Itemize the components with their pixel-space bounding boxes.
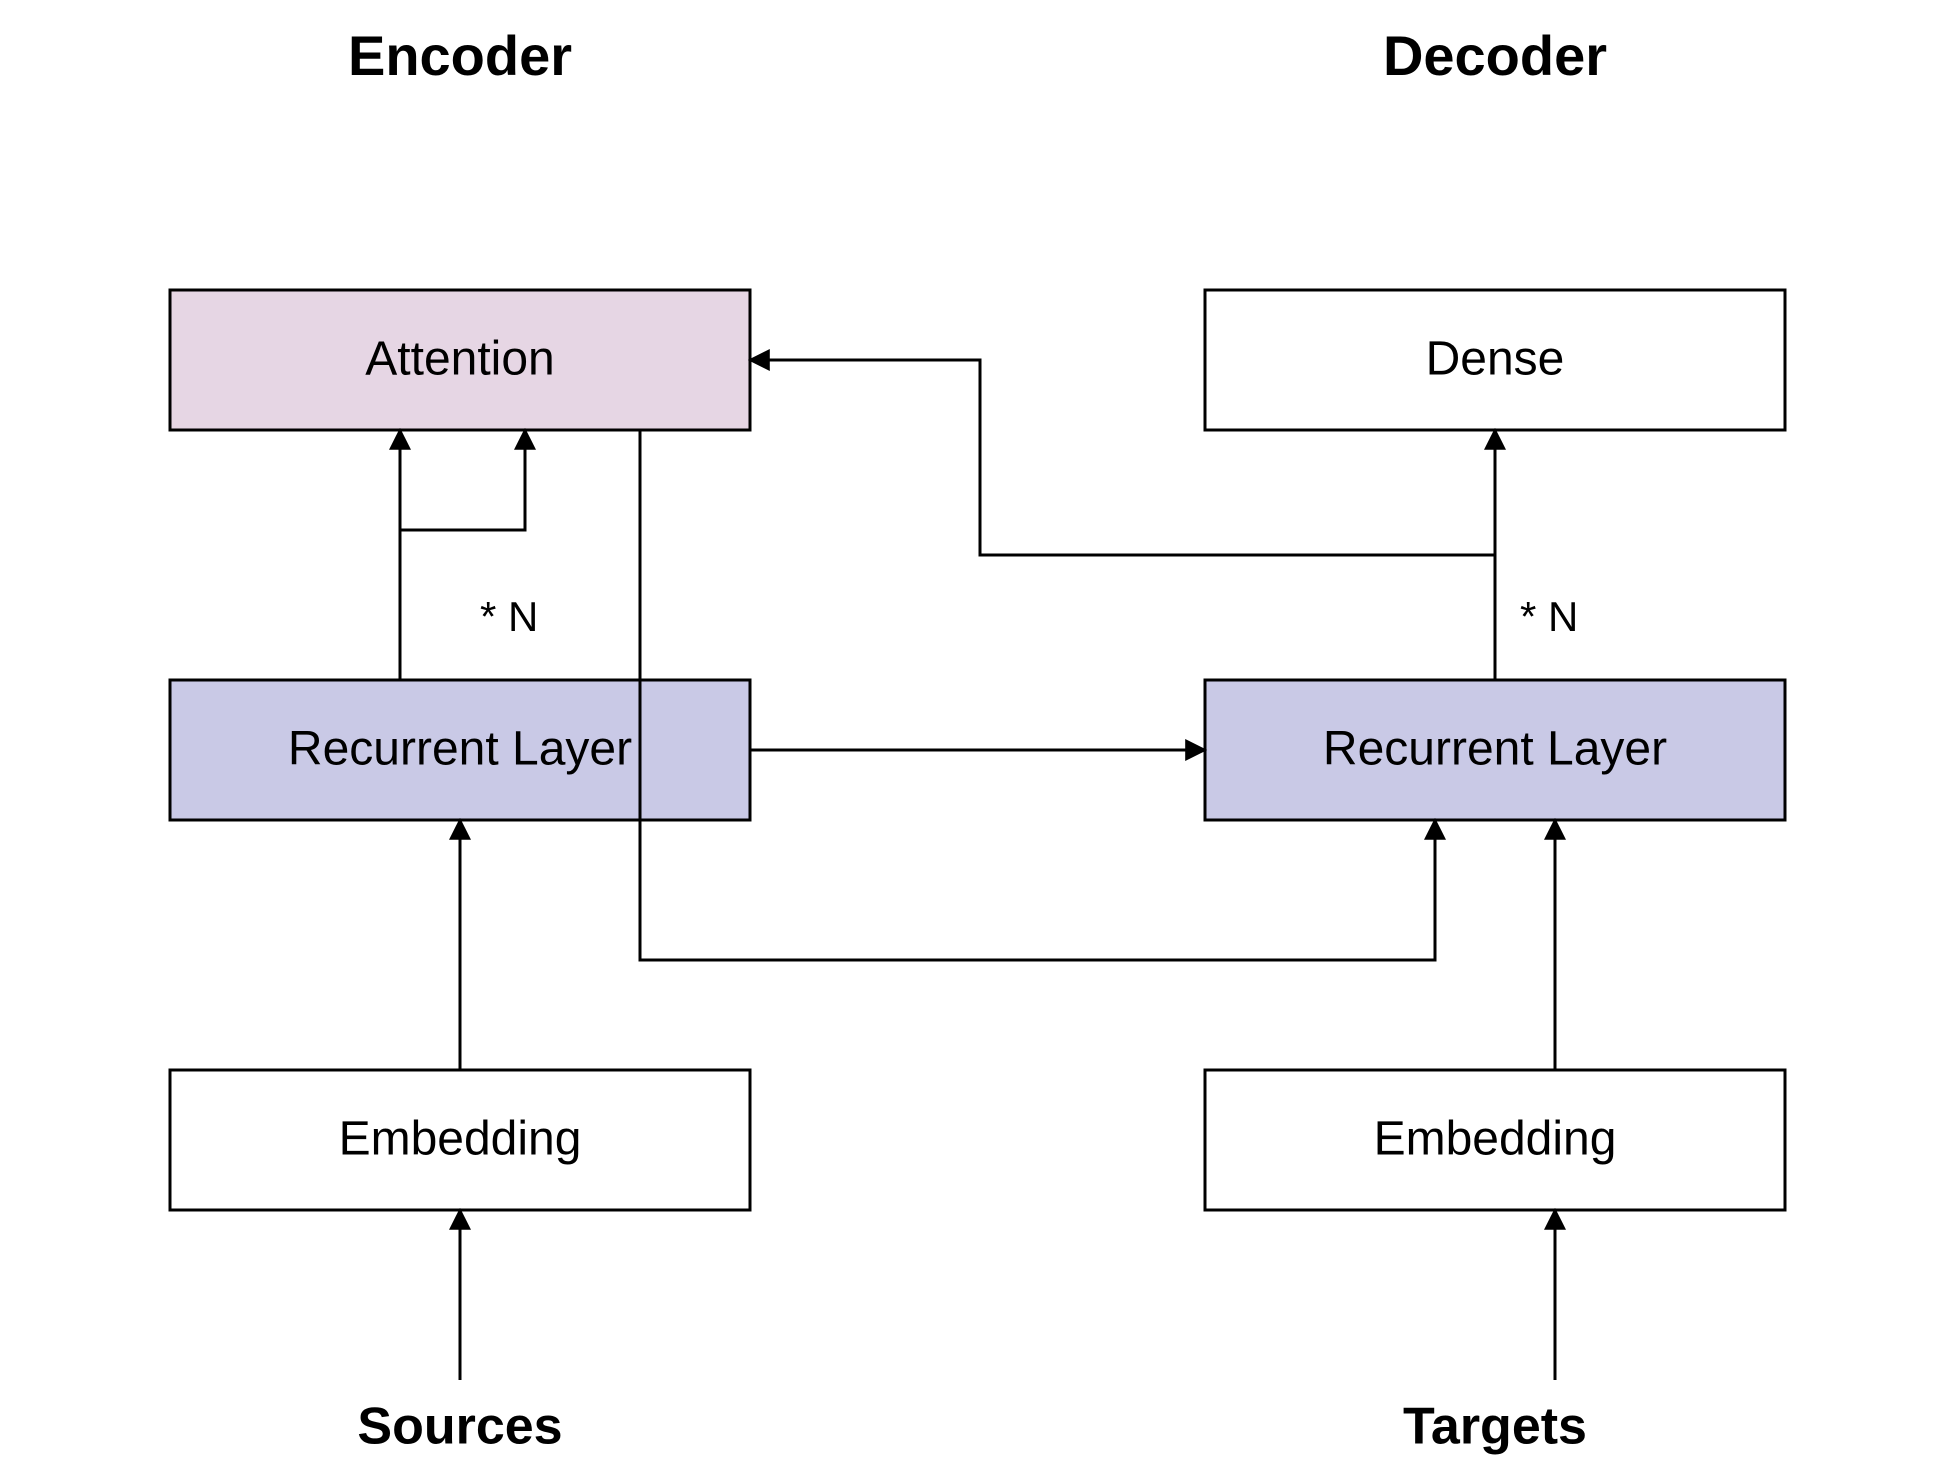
header-decoder: Decoder xyxy=(1383,24,1607,87)
bottom-label-sources: Sources xyxy=(357,1398,562,1456)
enc_recurrent-label: Recurrent Layer xyxy=(288,723,632,776)
multiplier-enc_N: * N xyxy=(480,593,538,640)
edge-enc-recurrent-to-attention-fork xyxy=(400,430,525,530)
dec_embedding-label: Embedding xyxy=(1374,1113,1617,1166)
multiplier-dec_N: * N xyxy=(1520,593,1578,640)
attention-label: Attention xyxy=(365,333,554,386)
header-encoder: Encoder xyxy=(348,24,572,87)
bottom-label-targets: Targets xyxy=(1403,1398,1587,1456)
enc_embedding-label: Embedding xyxy=(339,1113,582,1166)
dec_recurrent-label: Recurrent Layer xyxy=(1323,723,1667,776)
dense-label: Dense xyxy=(1426,333,1565,386)
